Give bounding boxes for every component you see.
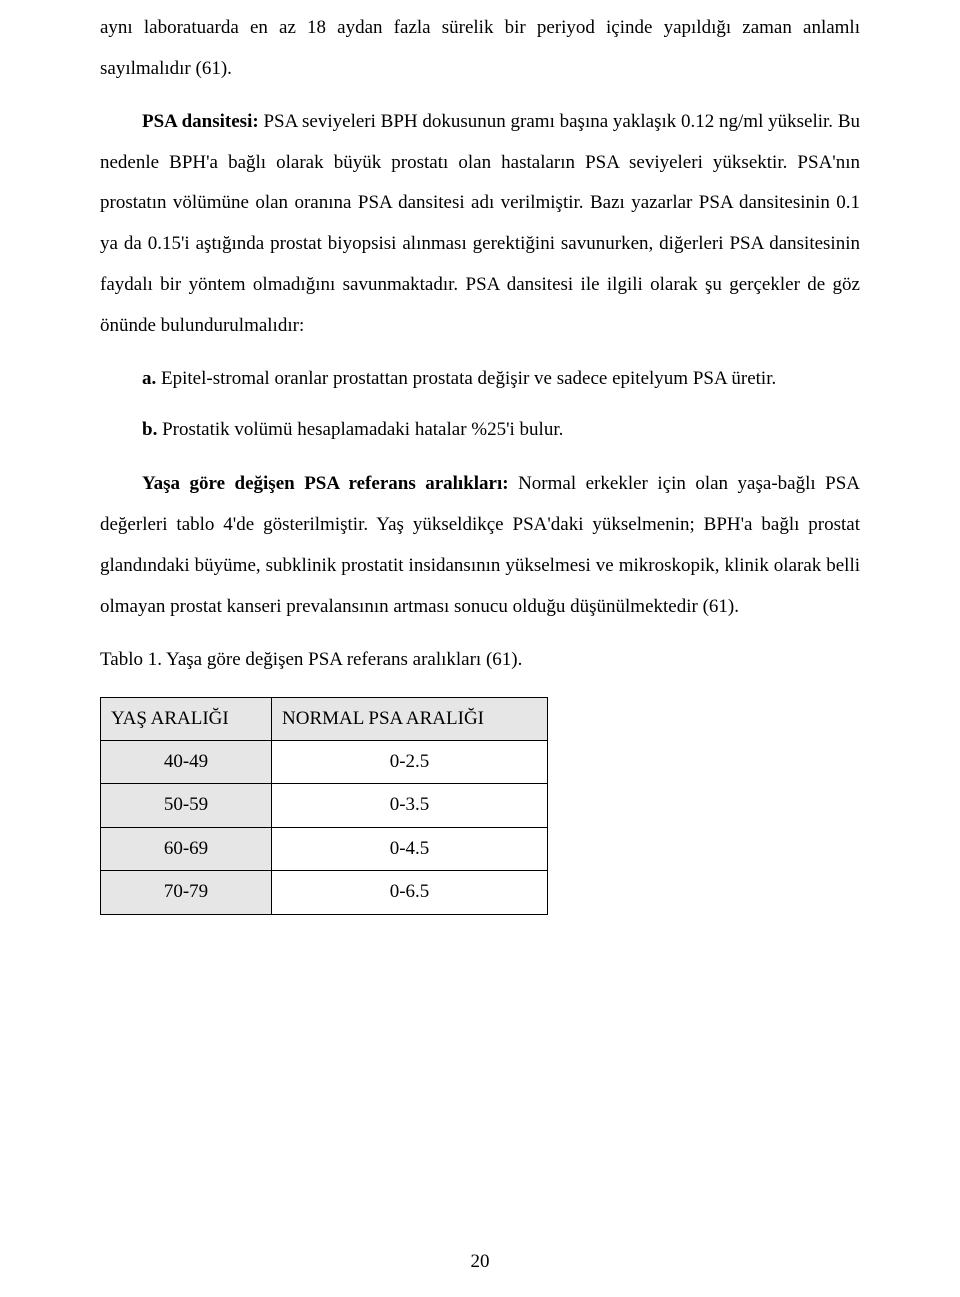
list-item-a-label: a.: [142, 368, 156, 389]
age-cell: 40-49: [101, 741, 272, 784]
col-header-psa: NORMAL PSA ARALIĞI: [272, 697, 548, 740]
table-header-row: YAŞ ARALIĞI NORMAL PSA ARALIĞI: [101, 697, 548, 740]
lettered-list: a. Epitel-stromal oranlar prostattan pro…: [100, 359, 860, 451]
yasa-gore-body: Normal erkekler için olan yaşa-bağlı PSA…: [100, 473, 860, 617]
psa-reference-table: YAŞ ARALIĞI NORMAL PSA ARALIĞI 40-49 0-2…: [100, 697, 548, 915]
table-caption: Tablo 1. Yaşa göre değişen PSA referans …: [100, 640, 860, 681]
yasa-gore-label: Yaşa göre değişen PSA referans aralıklar…: [142, 473, 509, 494]
list-item-a-text: Epitel-stromal oranlar prostattan prosta…: [156, 368, 776, 389]
table-row: 40-49 0-2.5: [101, 741, 548, 784]
psa-cell: 0-6.5: [272, 871, 548, 914]
paragraph-yasa-gore: Yaşa göre değişen PSA referans aralıklar…: [100, 464, 860, 627]
list-item-a: a. Epitel-stromal oranlar prostattan pro…: [142, 359, 860, 400]
table-row: 50-59 0-3.5: [101, 784, 548, 827]
psa-dansitesi-body: PSA seviyeleri BPH dokusunun gramı başın…: [100, 111, 860, 336]
age-cell: 70-79: [101, 871, 272, 914]
table-row: 70-79 0-6.5: [101, 871, 548, 914]
para1-text: aynı laboratuarda en az 18 aydan fazla s…: [100, 17, 860, 79]
age-cell: 60-69: [101, 827, 272, 870]
list-item-b-text: Prostatik volümü hesaplamadaki hatalar %…: [157, 419, 563, 440]
age-cell: 50-59: [101, 784, 272, 827]
page-number: 20: [0, 1252, 960, 1271]
paragraph-psa-dansitesi: PSA dansitesi: PSA seviyeleri BPH dokusu…: [100, 102, 860, 347]
psa-cell: 0-3.5: [272, 784, 548, 827]
document-page: aynı laboratuarda en az 18 aydan fazla s…: [0, 0, 960, 1297]
psa-cell: 0-2.5: [272, 741, 548, 784]
table-row: 60-69 0-4.5: [101, 827, 548, 870]
col-header-age: YAŞ ARALIĞI: [101, 697, 272, 740]
paragraph-continuation: aynı laboratuarda en az 18 aydan fazla s…: [100, 8, 860, 90]
psa-cell: 0-4.5: [272, 827, 548, 870]
psa-dansitesi-label: PSA dansitesi:: [142, 111, 259, 132]
list-item-b: b. Prostatik volümü hesaplamadaki hatala…: [142, 410, 860, 451]
list-item-b-label: b.: [142, 419, 157, 440]
